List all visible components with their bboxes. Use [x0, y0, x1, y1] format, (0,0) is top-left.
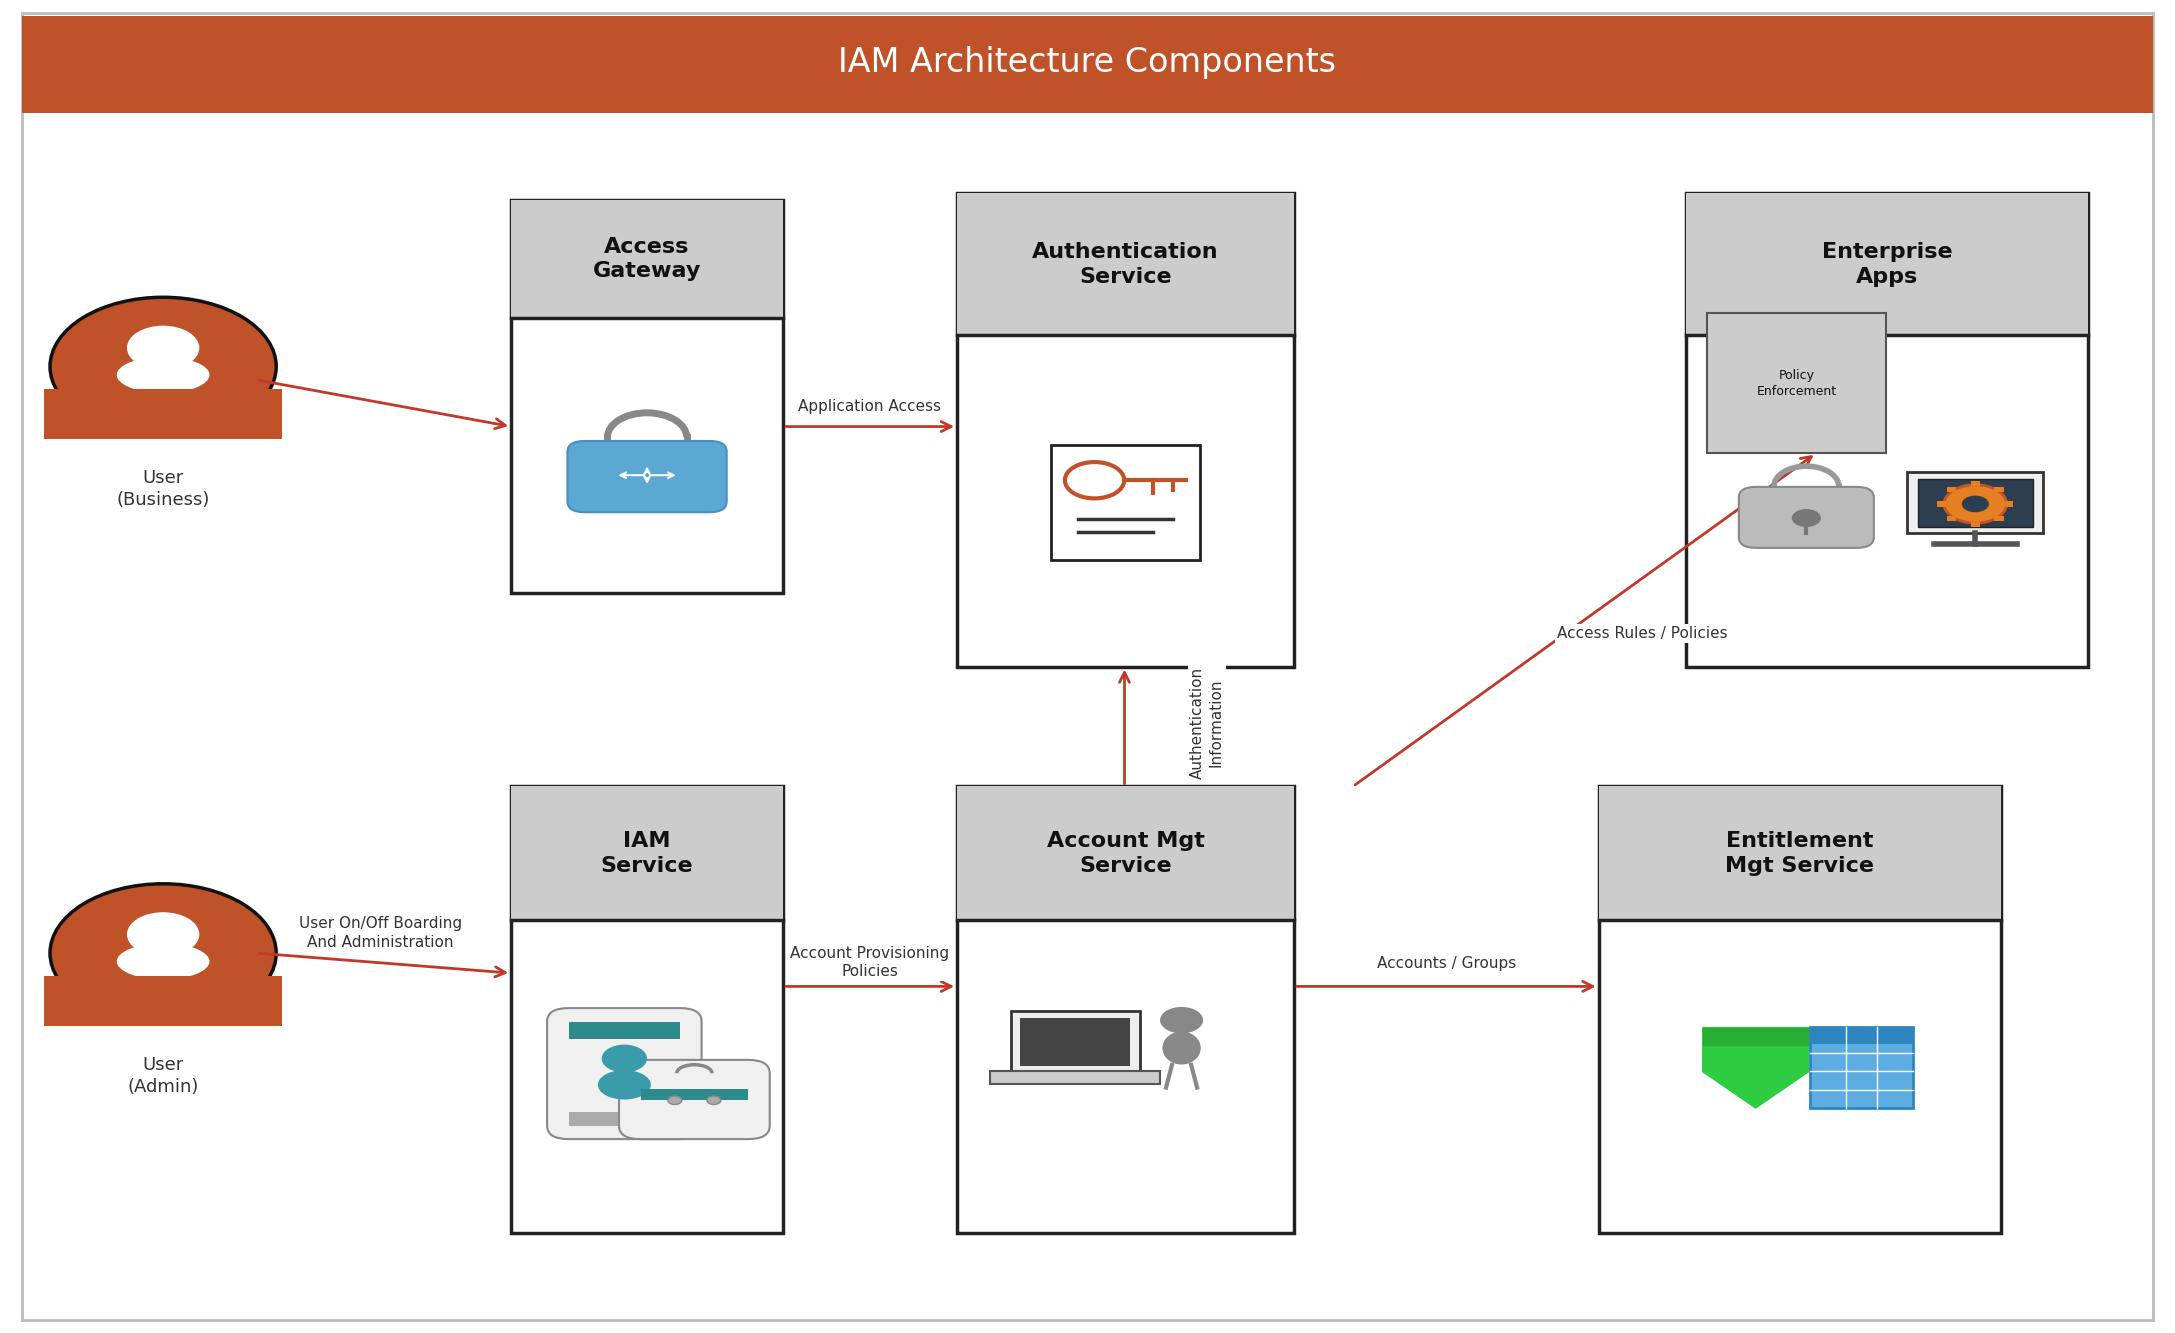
Text: Enterprise
Apps: Enterprise Apps	[1820, 241, 1953, 287]
Bar	[1994, 516, 2003, 521]
FancyBboxPatch shape	[1707, 313, 1886, 453]
FancyBboxPatch shape	[1918, 479, 2034, 527]
FancyBboxPatch shape	[990, 1070, 1159, 1084]
Circle shape	[707, 1096, 720, 1105]
FancyBboxPatch shape	[44, 389, 283, 440]
Ellipse shape	[117, 357, 209, 393]
Text: Policy
Enforcement: Policy Enforcement	[1757, 369, 1836, 397]
FancyBboxPatch shape	[568, 441, 726, 512]
FancyBboxPatch shape	[1810, 1026, 1914, 1108]
Circle shape	[126, 325, 200, 371]
FancyBboxPatch shape	[1686, 193, 2088, 666]
Bar	[1994, 487, 2003, 492]
Circle shape	[1944, 485, 2008, 523]
FancyBboxPatch shape	[548, 1008, 703, 1140]
Ellipse shape	[598, 1070, 650, 1100]
FancyBboxPatch shape	[511, 786, 783, 920]
FancyBboxPatch shape	[957, 193, 1294, 336]
Text: Access Rules / Policies: Access Rules / Policies	[1557, 625, 1727, 641]
FancyBboxPatch shape	[957, 193, 1294, 666]
FancyBboxPatch shape	[1738, 487, 1875, 548]
Ellipse shape	[1161, 1032, 1201, 1065]
Bar	[2003, 501, 2014, 507]
Bar	[1971, 521, 1979, 528]
FancyBboxPatch shape	[511, 200, 783, 593]
Text: User On/Off Boarding
And Administration: User On/Off Boarding And Administration	[298, 916, 461, 950]
FancyBboxPatch shape	[511, 200, 783, 317]
Circle shape	[602, 1045, 648, 1073]
Circle shape	[126, 912, 200, 957]
Circle shape	[50, 297, 276, 436]
Text: Entitlement
Mgt Service: Entitlement Mgt Service	[1725, 830, 1875, 876]
Polygon shape	[1703, 1028, 1810, 1045]
Circle shape	[50, 884, 276, 1022]
Text: Application Access: Application Access	[798, 399, 942, 415]
FancyBboxPatch shape	[1020, 1018, 1131, 1065]
Text: User
(Business): User (Business)	[117, 469, 209, 509]
FancyBboxPatch shape	[22, 16, 2153, 113]
Circle shape	[1962, 496, 1988, 512]
Bar	[1938, 501, 1947, 507]
FancyBboxPatch shape	[642, 1089, 748, 1100]
FancyBboxPatch shape	[570, 1022, 681, 1040]
FancyBboxPatch shape	[1810, 1026, 1914, 1044]
Bar	[1947, 487, 1955, 492]
FancyBboxPatch shape	[1051, 445, 1201, 560]
Circle shape	[1792, 509, 1820, 527]
Bar	[1947, 516, 1955, 521]
FancyBboxPatch shape	[511, 786, 783, 1233]
FancyBboxPatch shape	[570, 1112, 681, 1126]
Circle shape	[1159, 1006, 1203, 1033]
FancyBboxPatch shape	[957, 786, 1294, 1233]
FancyBboxPatch shape	[1907, 472, 2042, 533]
Text: Access
Gateway: Access Gateway	[594, 236, 700, 281]
Text: User
(Admin): User (Admin)	[128, 1056, 198, 1096]
FancyBboxPatch shape	[620, 1060, 770, 1140]
FancyBboxPatch shape	[1686, 193, 2088, 336]
Bar	[1971, 481, 1979, 487]
FancyBboxPatch shape	[1011, 1012, 1140, 1072]
FancyBboxPatch shape	[44, 976, 283, 1026]
Text: Account Provisioning
Policies: Account Provisioning Policies	[790, 945, 950, 980]
Text: Account Mgt
Service: Account Mgt Service	[1046, 830, 1205, 876]
Ellipse shape	[117, 944, 209, 980]
FancyBboxPatch shape	[957, 786, 1294, 920]
Polygon shape	[1703, 1028, 1810, 1108]
Text: Authentication
Information: Authentication Information	[1190, 666, 1225, 778]
FancyBboxPatch shape	[1599, 786, 2001, 1233]
Text: Accounts / Groups: Accounts / Groups	[1377, 956, 1516, 972]
Text: IAM Architecture Components: IAM Architecture Components	[840, 47, 1335, 79]
Circle shape	[668, 1096, 681, 1105]
Text: Authentication
Service: Authentication Service	[1033, 241, 1218, 287]
Text: IAM
Service: IAM Service	[600, 830, 694, 876]
FancyBboxPatch shape	[1599, 786, 2001, 920]
